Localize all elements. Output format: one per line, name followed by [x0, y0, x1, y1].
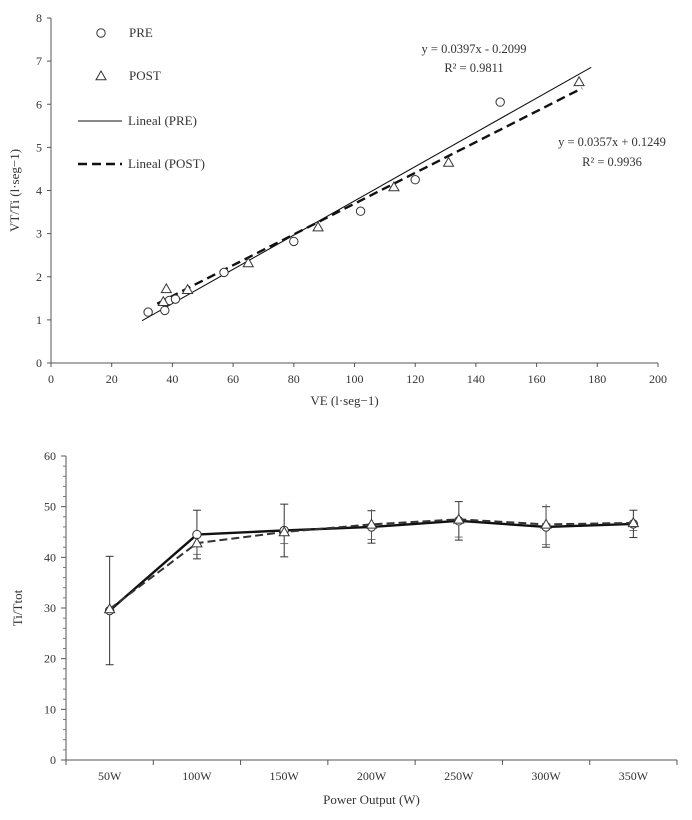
pre-r2: R² = 0.9811: [444, 61, 503, 75]
trendline-dashed: [156, 87, 583, 305]
post-point: [627, 516, 640, 528]
x-tick-label: 40: [166, 372, 178, 386]
post-r2: R² = 0.9936: [582, 155, 642, 169]
legend-pre-marker: [96, 28, 106, 38]
legend-post-label: POST: [129, 68, 161, 83]
x-tick-label: 100W: [182, 769, 212, 783]
y-tick-label: 0: [36, 356, 42, 370]
x-tick-label: 0: [48, 372, 54, 386]
x-tick-label: 50W: [98, 769, 122, 783]
x-tick-label: 300W: [531, 769, 561, 783]
y-tick-label: 7: [36, 54, 42, 68]
top-trendlines: [141, 66, 592, 322]
post-point: [157, 295, 170, 307]
x-tick-label: 140: [467, 372, 485, 386]
x-tick-label: 200: [649, 372, 667, 386]
trendline-solid: [141, 66, 592, 322]
x-tick-label: 350W: [619, 769, 649, 783]
post-point: [452, 513, 465, 524]
post-point: [278, 525, 291, 537]
pre-point: [495, 97, 505, 107]
post-point: [191, 537, 203, 548]
y-tick-label: 10: [44, 702, 56, 716]
x-tick-label: 200W: [357, 769, 387, 783]
legend-lineal-post-label: Lineal (POST): [128, 156, 205, 171]
y-tick-label: 40: [44, 550, 56, 564]
post-point: [573, 75, 585, 87]
y-tick-label: 5: [36, 140, 42, 154]
post-point: [242, 256, 255, 268]
top-equations: y = 0.0397x - 0.2099 R² = 0.9811 y = 0.035…: [422, 42, 666, 169]
pre-point: [160, 305, 170, 316]
x-tick-label: 180: [588, 372, 606, 386]
y-tick-label: 8: [36, 11, 42, 25]
x-axis-label: VE (l·seg−1): [310, 393, 378, 408]
x-tick-label: 100: [346, 372, 364, 386]
x-tick-label: 250W: [444, 769, 474, 783]
pre-point: [355, 206, 366, 216]
post-point: [442, 156, 455, 167]
x-axis-label: Power Output (W): [323, 792, 420, 807]
post-point: [103, 603, 116, 614]
x-tick-label: 20: [106, 372, 118, 386]
post-point: [312, 221, 324, 232]
line-chart-ti-ttot: 0 10 20 30 40 50 60 50W 100W 150W 200W 250W 300W 350W…: [10, 449, 678, 807]
post-point: [160, 282, 173, 294]
pre-point: [170, 294, 181, 304]
y-tick-label: 4: [36, 184, 42, 198]
bottom-data-points: [103, 513, 640, 616]
x-tick-label: 60: [227, 372, 239, 386]
post-point: [365, 518, 378, 529]
y-tick-label: 6: [36, 97, 42, 111]
y-axis-label: VT/Ti (l·seg−1): [7, 149, 22, 232]
top-data-points: [143, 75, 585, 317]
post-equation: y = 0.0357x + 0.1249: [558, 135, 666, 149]
legend-lineal-pre-label: Lineal (PRE): [128, 113, 197, 128]
post-point: [540, 518, 552, 529]
pre-point: [410, 175, 420, 185]
y-tick-label: 3: [36, 227, 42, 241]
pre-point: [219, 267, 229, 278]
legend-post-marker: [95, 69, 107, 81]
pre-point: [143, 307, 153, 317]
y-tick-label: 0: [50, 753, 56, 767]
y-tick-label: 1: [36, 313, 42, 327]
x-tick-label: 120: [406, 372, 424, 386]
y-tick-label: 2: [36, 270, 42, 284]
post-point: [181, 283, 194, 294]
y-tick-label: 20: [44, 652, 56, 666]
pre-point: [289, 236, 299, 247]
y-axis-label: Ti/Ttot: [10, 589, 25, 626]
legend-pre-label: PRE: [129, 25, 153, 40]
y-tick-label: 60: [44, 449, 56, 463]
bottom-axes: 0 10 20 30 40 50 60 50W 100W 150W 200W 250W 300W 350W: [44, 449, 678, 783]
y-tick-label: 30: [44, 601, 56, 615]
x-tick-label: 150W: [270, 769, 300, 783]
x-tick-label: 80: [288, 372, 300, 386]
x-tick-label: 160: [528, 372, 546, 386]
post-point: [388, 181, 400, 192]
pre-equation: y = 0.0397x - 0.2099: [422, 42, 527, 56]
top-legend: PRE POST Lineal (PRE) Lineal (POST): [78, 25, 205, 171]
y-tick-label: 50: [44, 500, 56, 514]
